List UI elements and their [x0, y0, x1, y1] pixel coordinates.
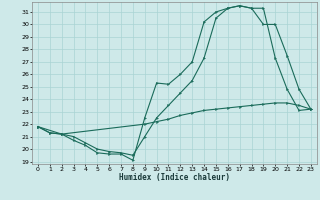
X-axis label: Humidex (Indice chaleur): Humidex (Indice chaleur)	[119, 173, 230, 182]
